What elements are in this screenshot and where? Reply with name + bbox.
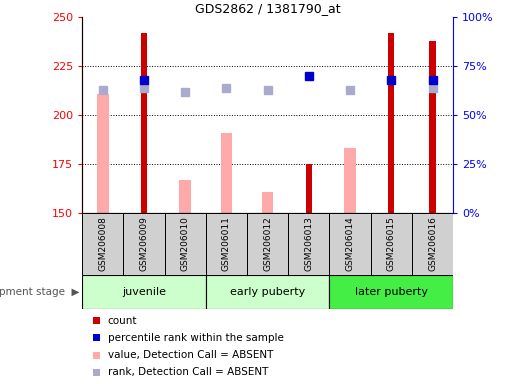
Bar xyxy=(344,149,356,213)
Bar xyxy=(141,33,147,213)
Text: GSM206012: GSM206012 xyxy=(263,217,272,271)
Bar xyxy=(247,213,288,275)
Text: GSM206013: GSM206013 xyxy=(304,217,313,271)
Bar xyxy=(306,164,312,213)
Text: GSM206011: GSM206011 xyxy=(222,217,231,271)
Text: GSM206010: GSM206010 xyxy=(181,217,190,271)
Text: juvenile: juvenile xyxy=(122,287,166,297)
Bar xyxy=(429,41,436,213)
Bar xyxy=(330,213,370,275)
Bar xyxy=(180,180,191,213)
Text: value, Detection Call = ABSENT: value, Detection Call = ABSENT xyxy=(108,350,273,360)
Text: GSM206009: GSM206009 xyxy=(139,217,148,271)
Bar xyxy=(370,213,412,275)
Text: GSM206015: GSM206015 xyxy=(387,217,396,271)
Text: later puberty: later puberty xyxy=(355,287,428,297)
Text: percentile rank within the sample: percentile rank within the sample xyxy=(108,333,284,343)
Text: development stage  ▶: development stage ▶ xyxy=(0,287,80,297)
Bar xyxy=(220,133,232,213)
Bar xyxy=(165,213,206,275)
Bar xyxy=(412,213,453,275)
Bar xyxy=(262,192,273,213)
Bar xyxy=(388,33,394,213)
Text: rank, Detection Call = ABSENT: rank, Detection Call = ABSENT xyxy=(108,367,268,377)
Bar xyxy=(82,275,206,309)
Text: early puberty: early puberty xyxy=(230,287,305,297)
Text: count: count xyxy=(108,316,137,326)
Bar xyxy=(330,275,453,309)
Bar xyxy=(288,213,330,275)
Title: GDS2862 / 1381790_at: GDS2862 / 1381790_at xyxy=(195,2,340,15)
Bar xyxy=(97,94,109,213)
Text: GSM206016: GSM206016 xyxy=(428,217,437,271)
Bar xyxy=(206,213,247,275)
Text: GSM206014: GSM206014 xyxy=(346,217,355,271)
Bar xyxy=(123,213,165,275)
Bar xyxy=(206,275,330,309)
Bar xyxy=(82,213,123,275)
Text: GSM206008: GSM206008 xyxy=(98,217,107,271)
